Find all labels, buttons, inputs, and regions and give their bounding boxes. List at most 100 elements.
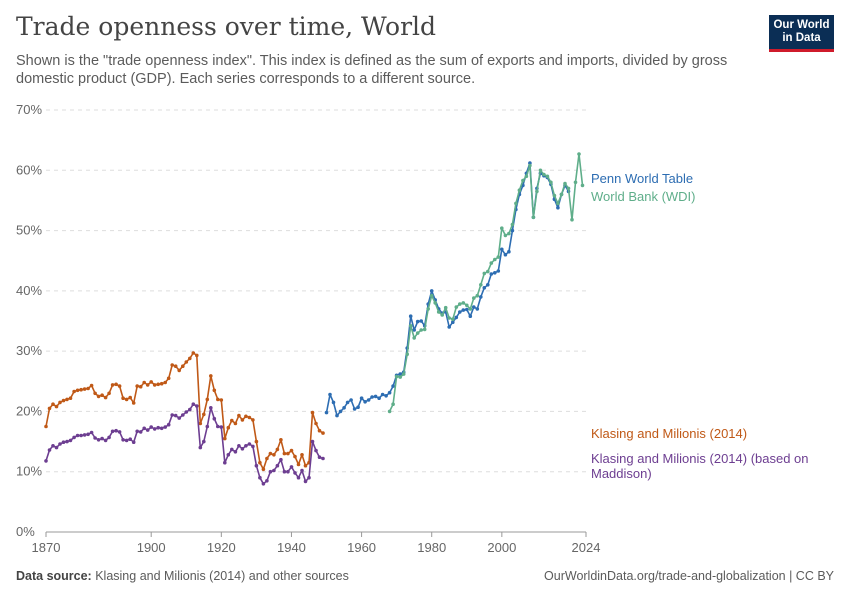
data-point	[89, 430, 94, 435]
data-point	[268, 451, 273, 456]
data-point	[237, 444, 241, 448]
data-point	[135, 429, 139, 434]
data-point	[152, 383, 157, 387]
data-point	[535, 189, 539, 194]
data-point	[223, 460, 227, 465]
data-point	[293, 471, 297, 475]
data-point	[461, 308, 466, 312]
y-tick-label: 0%	[16, 524, 35, 539]
data-point	[303, 479, 308, 484]
data-point	[251, 418, 255, 422]
data-point	[496, 255, 501, 259]
data-point	[93, 436, 97, 440]
series-label[interactable]: World Bank (WDI)	[591, 189, 696, 204]
data-point	[121, 438, 125, 442]
data-point	[233, 421, 238, 426]
data-point	[387, 390, 392, 395]
data-point	[72, 389, 76, 394]
data-point	[212, 388, 217, 393]
data-point	[177, 416, 181, 420]
series-1[interactable]	[44, 402, 325, 486]
data-point	[65, 439, 69, 444]
data-point	[254, 439, 259, 444]
data-point	[219, 398, 224, 402]
data-point	[79, 433, 83, 438]
data-point	[503, 233, 508, 238]
series-label[interactable]: Klasing and Milionis (2014)	[591, 426, 747, 441]
data-point	[142, 426, 146, 431]
data-point	[202, 412, 206, 417]
data-point	[65, 397, 69, 402]
data-point	[188, 356, 192, 361]
data-point	[68, 396, 73, 401]
data-point	[503, 252, 508, 257]
data-point	[166, 376, 171, 381]
data-point	[458, 302, 462, 306]
data-point	[352, 407, 357, 411]
data-point	[514, 201, 518, 206]
data-point	[82, 433, 87, 437]
series-3[interactable]	[387, 152, 585, 414]
data-point	[293, 454, 297, 459]
data-point	[145, 383, 150, 387]
owid-logo[interactable]: Our World in Data	[769, 15, 834, 52]
data-point	[188, 407, 192, 412]
data-point	[542, 172, 546, 177]
series-line	[388, 153, 584, 412]
data-point	[237, 413, 241, 418]
data-point	[465, 307, 469, 312]
data-point	[184, 410, 189, 414]
data-point	[170, 413, 174, 417]
data-point	[261, 467, 266, 472]
data-point	[286, 451, 290, 456]
data-point	[335, 413, 339, 418]
series-label-line: Klasing and Milionis (2014) (based on	[591, 451, 809, 466]
data-point	[528, 163, 532, 168]
data-point	[475, 307, 480, 311]
y-tick-label: 40%	[16, 283, 42, 298]
data-point	[100, 393, 104, 398]
data-point	[310, 410, 315, 415]
data-point	[296, 462, 301, 467]
data-point	[549, 180, 553, 185]
data-point	[440, 313, 445, 317]
source-url[interactable]: OurWorldinData.org/trade-and-globalizati…	[544, 569, 834, 583]
data-point	[198, 445, 203, 450]
data-point	[110, 429, 115, 434]
data-point	[142, 380, 146, 385]
data-point	[202, 439, 206, 444]
data-point	[173, 413, 178, 418]
data-point	[489, 261, 494, 265]
data-point	[86, 386, 90, 391]
data-point	[472, 305, 476, 309]
data-point	[458, 310, 462, 314]
data-point	[387, 409, 392, 414]
data-point	[321, 431, 325, 435]
data-point	[447, 316, 452, 320]
series-label[interactable]: Penn World Table	[591, 171, 693, 186]
data-point	[363, 400, 367, 404]
data-point	[265, 479, 269, 483]
data-point	[314, 421, 318, 426]
data-point	[307, 475, 311, 480]
data-point	[54, 404, 59, 409]
series-label[interactable]: Klasing and Milionis (2014) (based on Mad…	[591, 451, 809, 481]
data-point	[415, 319, 420, 324]
data-point	[394, 374, 399, 379]
data-point	[82, 387, 87, 391]
data-point	[552, 193, 557, 198]
data-point	[209, 374, 213, 378]
data-point	[419, 328, 424, 332]
data-point	[577, 152, 581, 156]
series-0[interactable]	[44, 351, 325, 472]
data-point	[107, 391, 111, 396]
data-point	[479, 283, 483, 287]
data-point	[370, 395, 374, 399]
data-point	[338, 409, 343, 414]
data-source-text[interactable]: Klasing and Milionis (2014) and other so…	[95, 569, 349, 583]
data-point	[54, 445, 59, 450]
data-point	[342, 406, 346, 410]
data-point	[412, 328, 417, 332]
series-2[interactable]	[324, 161, 571, 418]
data-point	[479, 295, 483, 299]
